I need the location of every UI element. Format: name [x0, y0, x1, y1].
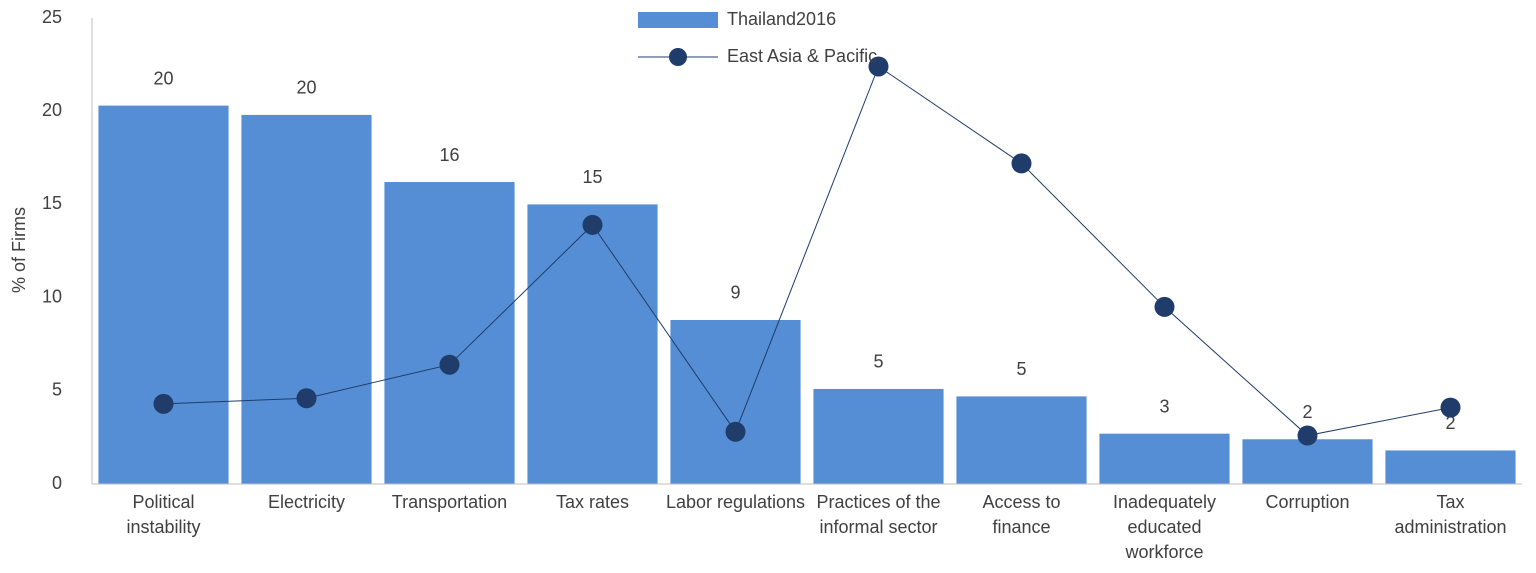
bar — [813, 388, 944, 484]
x-tick-label: Tax rates — [555, 492, 630, 512]
marker — [153, 393, 174, 414]
bar — [384, 182, 515, 485]
data-label: 20 — [296, 78, 316, 98]
line — [163, 65, 1451, 437]
x-tick-label: Political instability — [126, 492, 201, 537]
marker — [1011, 153, 1032, 174]
x-tick-label: Corruption — [1265, 492, 1350, 512]
y-tick-label: 0 — [52, 473, 62, 493]
data-label: 20 — [153, 68, 173, 88]
bar — [956, 396, 1087, 484]
x-tick-label: Tax administration — [1394, 492, 1507, 537]
legend-label: East Asia & Pacific — [727, 46, 877, 66]
data-label: 15 — [582, 167, 602, 187]
y-tick-label: 10 — [42, 286, 62, 306]
x-tick-label: Labor regulations — [665, 492, 806, 512]
marker — [868, 56, 889, 77]
data-label: 3 — [1159, 396, 1169, 416]
bar — [98, 105, 229, 484]
marker — [439, 354, 460, 375]
y-axis-label: % of Firms — [9, 207, 29, 293]
data-label: 5 — [873, 352, 883, 372]
x-tick-label: Electricity — [267, 492, 345, 512]
data-label: 9 — [730, 283, 740, 303]
data-label: 2 — [1445, 413, 1455, 433]
legend-swatch — [669, 48, 687, 66]
legend-label: Thailand2016 — [727, 9, 836, 29]
x-tick-label: Inadequately educated workforce — [1112, 492, 1217, 562]
x-tick-label: Practices of the informal sector — [816, 492, 941, 537]
marker — [1440, 397, 1461, 418]
y-tick-label: 20 — [42, 100, 62, 120]
marker — [1297, 425, 1318, 446]
marker — [582, 214, 603, 235]
x-tick-label: Access to finance — [982, 492, 1061, 537]
marker — [725, 421, 746, 442]
bar — [241, 114, 372, 484]
bar — [1385, 450, 1516, 484]
data-label: 16 — [439, 145, 459, 165]
bar — [1099, 433, 1230, 484]
y-tick-label: 5 — [52, 380, 62, 400]
data-label: 5 — [1016, 359, 1026, 379]
y-tick-label: 15 — [42, 193, 62, 213]
marker — [296, 388, 317, 409]
x-tick-label: Transportation — [391, 492, 508, 512]
bar — [527, 204, 658, 484]
bar — [670, 319, 801, 484]
legend-swatch — [638, 12, 718, 28]
marker — [1154, 296, 1175, 317]
bar — [1242, 439, 1373, 484]
data-label: 2 — [1302, 402, 1312, 422]
y-tick-label: 25 — [42, 7, 62, 27]
